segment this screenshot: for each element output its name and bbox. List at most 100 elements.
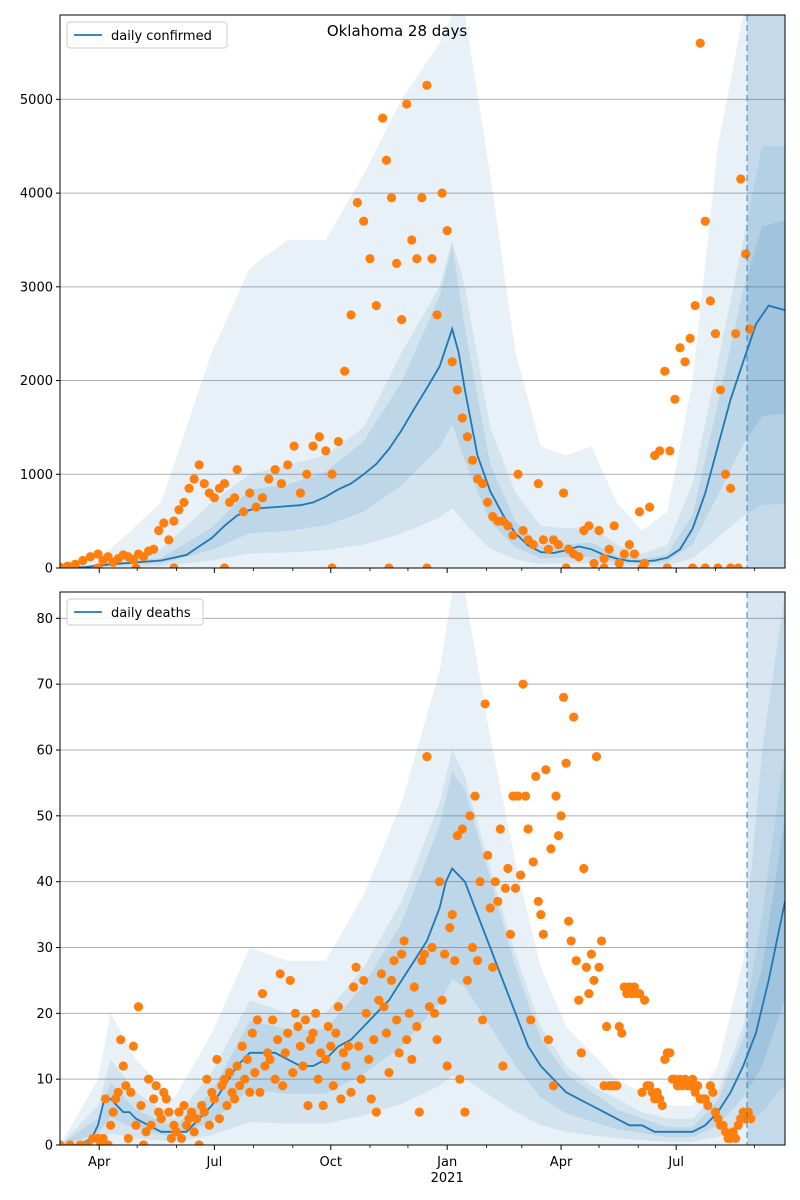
observed-point [240, 1074, 250, 1084]
observed-point [480, 699, 490, 709]
legend-box [66, 21, 228, 49]
observed-point [314, 432, 324, 442]
observed-point [212, 1054, 222, 1065]
observed-point [629, 549, 640, 559]
x-tick-label: Oct [320, 1155, 342, 1170]
observed-point [478, 1015, 488, 1025]
observed-point [270, 1074, 280, 1084]
observed-point [462, 432, 473, 442]
observed-point [118, 1061, 128, 1071]
observed-point [457, 413, 467, 423]
observed-point [518, 525, 528, 536]
observed-point [257, 493, 268, 503]
observed-point [136, 1100, 146, 1111]
observed-point [432, 1035, 442, 1045]
observed-point [333, 1002, 343, 1012]
observed-point [660, 366, 670, 376]
observed-point [419, 949, 429, 959]
y-tick-label: 2000 [20, 374, 53, 389]
observed-point [447, 357, 457, 367]
observed-point [457, 824, 467, 834]
observed-point [553, 539, 564, 550]
observed-point [171, 1127, 182, 1137]
observed-point [665, 446, 675, 456]
observed-point [394, 1048, 404, 1058]
observed-point [680, 357, 690, 367]
observed-point [270, 464, 280, 475]
observed-point [483, 850, 493, 860]
observed-point [267, 1015, 278, 1025]
observed-point [543, 544, 553, 554]
observed-point [478, 479, 488, 489]
observed-point [705, 296, 715, 306]
observed-point [720, 469, 731, 479]
observed-point [336, 1094, 346, 1104]
observed-point [510, 883, 521, 893]
observed-point [713, 563, 723, 568]
observed-point [366, 1094, 376, 1104]
x-tick-label: Jul [206, 1155, 223, 1170]
observed-point [488, 962, 498, 972]
observed-point [538, 929, 548, 939]
observed-point [103, 1140, 113, 1145]
observed-point [156, 1114, 166, 1124]
observed-point [232, 464, 242, 475]
observed-point [531, 771, 541, 781]
observed-point [574, 552, 584, 562]
observed-point [273, 1035, 283, 1045]
observed-point [657, 1100, 667, 1111]
observed-point [295, 1041, 306, 1051]
observed-point [245, 1087, 255, 1097]
observed-point [351, 962, 361, 972]
y-tick-label: 10 [36, 1073, 53, 1088]
observed-point [283, 460, 293, 470]
observed-point [386, 193, 397, 203]
observed-point [222, 1100, 232, 1111]
observed-point [584, 521, 594, 531]
observed-point [402, 99, 412, 109]
observed-point [106, 1120, 116, 1130]
observed-point [417, 193, 427, 203]
y-tick-label: 20 [36, 1007, 53, 1022]
observed-point [204, 1120, 214, 1130]
observed-point [485, 903, 495, 913]
observed-point [645, 502, 655, 512]
observed-point [594, 962, 604, 972]
observed-point [369, 1035, 379, 1045]
observed-point [402, 1035, 412, 1045]
observed-point [260, 1061, 270, 1071]
observed-point [346, 310, 356, 320]
forecast-region [747, 15, 785, 568]
confirmed-panel: 0 1000 2000 3000 4000 5000 daily confirmed [20, 14, 786, 577]
observed-point [298, 1061, 308, 1071]
observed-point [528, 539, 538, 550]
observed-point [422, 563, 432, 568]
observed-point [564, 916, 574, 926]
observed-point [189, 474, 199, 484]
observed-point [498, 1061, 508, 1071]
observed-point [164, 1107, 174, 1117]
observed-point [230, 493, 240, 503]
observed-point [161, 1094, 171, 1104]
observed-point [289, 441, 299, 451]
observed-point [500, 883, 510, 893]
observed-point [437, 995, 447, 1005]
observed-point [599, 563, 609, 568]
observed-point [174, 1107, 184, 1117]
y-tick-label: 5000 [20, 93, 53, 108]
observed-point [503, 521, 513, 531]
observed-point [219, 563, 230, 568]
observed-point [609, 521, 619, 531]
observed-point [601, 1021, 612, 1032]
observed-point [100, 1094, 111, 1104]
observed-point [199, 479, 209, 489]
observed-point [462, 975, 473, 986]
observed-point [98, 1133, 108, 1144]
observed-point [310, 1008, 321, 1018]
observed-point [378, 113, 388, 123]
observed-point [381, 155, 392, 165]
y-tick-label: 30 [36, 941, 53, 956]
y-tick-label: 3000 [20, 280, 53, 295]
legend: daily deaths [66, 598, 204, 626]
observed-point [513, 469, 523, 479]
